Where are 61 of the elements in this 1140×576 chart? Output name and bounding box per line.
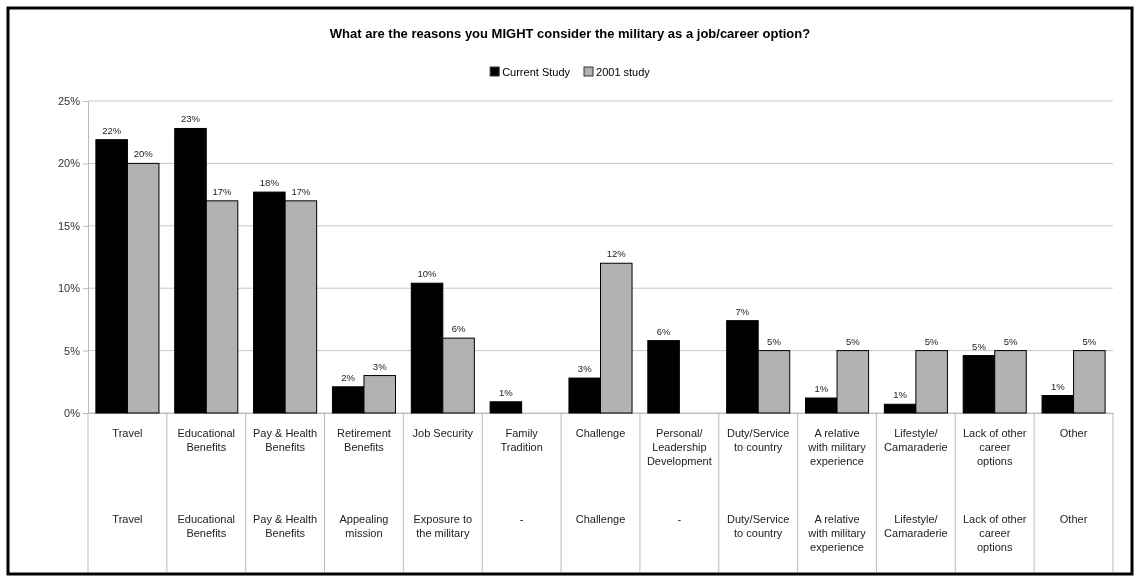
y-tick-label: 25% <box>57 95 81 108</box>
text: Duty/Service to country <box>727 513 790 539</box>
data-label: 23% <box>180 113 201 125</box>
x-tick-label: Job Security <box>412 427 474 439</box>
x-tick-label: Challenge <box>575 427 626 439</box>
text: Other <box>1059 513 1088 525</box>
x-tick-label: Educational Benefits <box>177 427 236 453</box>
text: Pay & Health Benefits <box>253 513 318 539</box>
data-label: 1% <box>893 389 908 401</box>
text: - <box>677 513 682 525</box>
bar <box>489 401 523 414</box>
data-label: 22% <box>102 124 122 136</box>
data-label: 10% <box>417 268 438 280</box>
y-tick-label: 20% <box>57 157 81 170</box>
x-tick-label: Lifestyle/ Camaraderie <box>884 427 948 453</box>
data-label: 2% <box>341 371 356 383</box>
text: Lack of other career options <box>962 513 1027 553</box>
text: Lifestyle/ Camaraderie <box>884 513 948 539</box>
data-label: 5% <box>1003 335 1018 347</box>
x-tick-label: Retirement Benefits <box>337 427 391 453</box>
y-tick-label: 15% <box>57 219 81 232</box>
legend-label: Current Study <box>502 66 571 78</box>
chart-title: What are the reasons you MIGHT consider the military as a job/career option? <box>329 26 811 41</box>
data-label: 20% <box>133 148 154 160</box>
data-label: 12% <box>606 248 627 260</box>
y-tick-label: 10% <box>57 282 81 295</box>
text: A relative with military experience <box>807 513 867 553</box>
text: Educational Benefits <box>177 513 236 539</box>
text: Challenge <box>575 513 626 525</box>
text: Exposure to the military <box>413 513 473 539</box>
x-tick-label: Travel <box>112 427 143 439</box>
data-label: 1% <box>499 386 514 398</box>
bar <box>647 340 680 414</box>
data-label: 1% <box>1050 380 1066 392</box>
data-label: 5% <box>972 340 987 352</box>
data-label: 3% <box>372 360 388 372</box>
data-label: 5% <box>845 335 861 347</box>
y-tick-label: 0% <box>64 407 81 420</box>
text: - <box>519 513 524 525</box>
data-label: 17% <box>291 185 311 197</box>
text: Travel <box>112 513 143 525</box>
x-tick-label: Personal/ Leadership Development <box>646 427 712 467</box>
data-label: 7% <box>735 305 750 317</box>
data-label: 1% <box>814 383 829 395</box>
text: Appealing mission <box>339 513 389 539</box>
x-tick-label: Lack of other career options <box>962 427 1027 467</box>
data-label: 5% <box>924 335 940 347</box>
data-label: 5% <box>767 335 782 347</box>
data-label: 3% <box>577 363 593 375</box>
x-tick-label: Pay & Health Benefits <box>253 427 318 453</box>
x-tick-label: Duty/Service to country <box>727 427 790 453</box>
x-tick-label: A relative with military experience <box>807 427 867 467</box>
data-label: 17% <box>212 185 233 197</box>
y-tick-label: 5% <box>64 344 81 357</box>
data-label: 18% <box>259 177 280 189</box>
x-tick-label: Other <box>1059 427 1088 439</box>
data-label: 5% <box>1082 335 1097 347</box>
data-label: 6% <box>656 325 671 337</box>
x-tick-label: Family Tradition <box>500 427 543 453</box>
data-label: 6% <box>451 323 466 335</box>
legend-label: 2001 study <box>596 66 651 78</box>
